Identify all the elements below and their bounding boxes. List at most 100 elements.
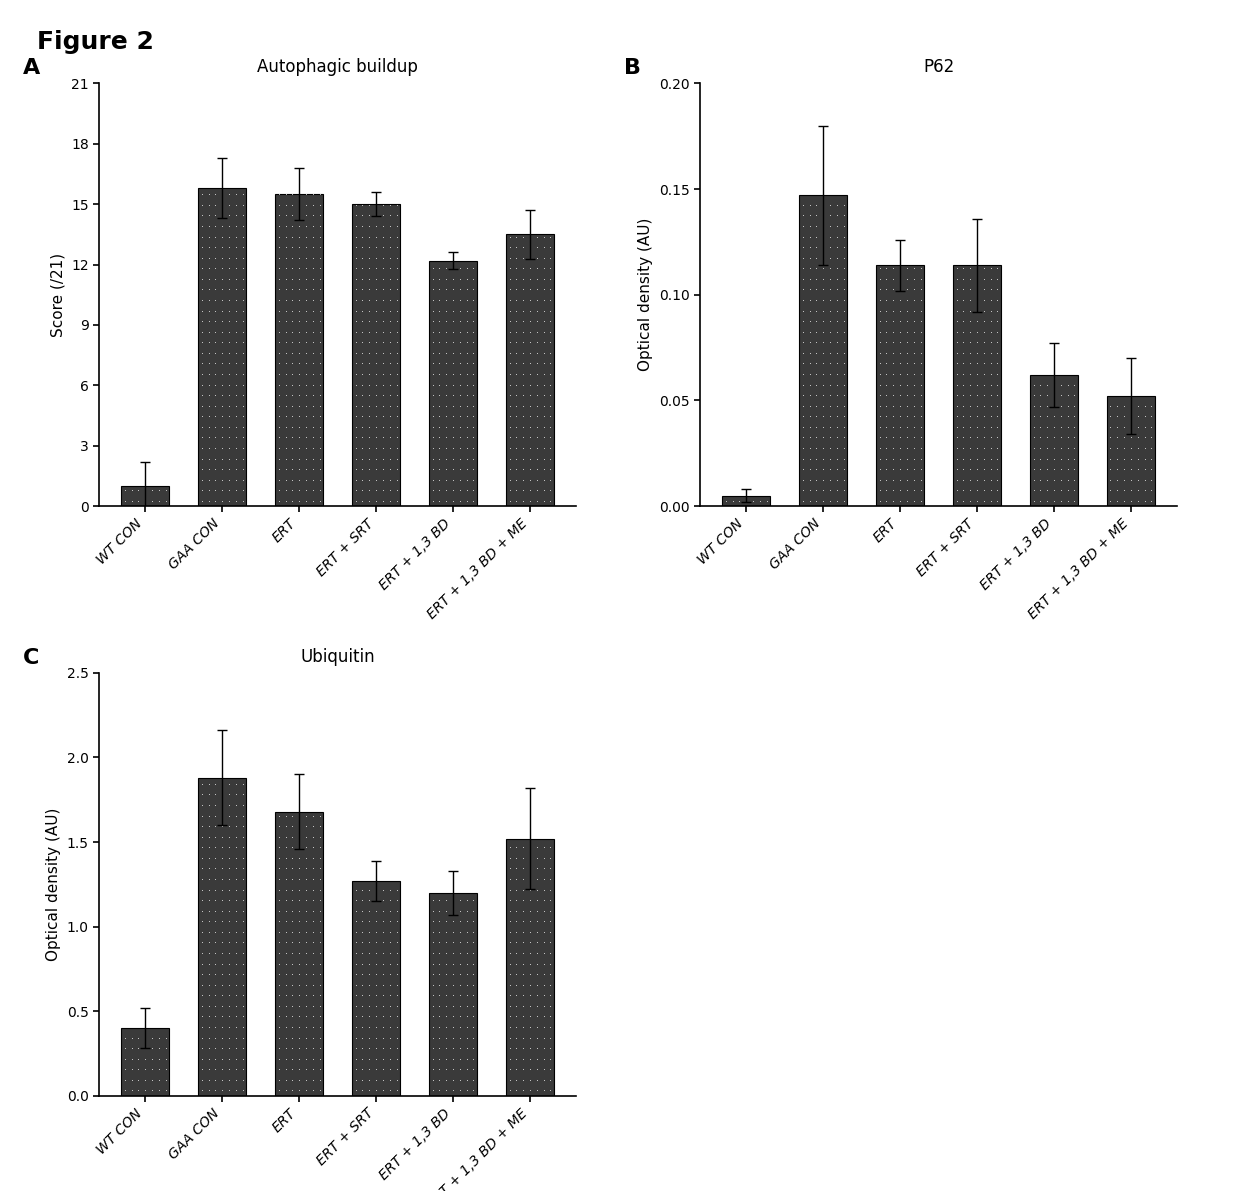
Point	[876, 375, 896, 394]
Point	[367, 922, 387, 941]
Point	[359, 364, 379, 384]
Point	[346, 417, 366, 436]
Point	[463, 1017, 483, 1036]
Point	[282, 1039, 302, 1058]
Point	[897, 332, 917, 351]
Point	[540, 1028, 560, 1047]
Point	[206, 943, 225, 962]
Point	[540, 837, 560, 856]
Point	[219, 912, 239, 931]
Point	[282, 837, 302, 856]
Point	[212, 269, 232, 288]
Point	[520, 375, 540, 394]
Point	[275, 417, 295, 436]
Point	[310, 248, 330, 267]
Point	[463, 280, 483, 299]
Point	[799, 301, 819, 320]
Point	[1114, 428, 1134, 447]
Point	[233, 869, 253, 888]
Point	[359, 407, 379, 426]
Point	[422, 332, 442, 351]
Point	[219, 922, 239, 941]
Point	[534, 248, 554, 267]
Point	[310, 1028, 330, 1047]
Point	[527, 891, 546, 910]
Point	[520, 227, 540, 247]
Point	[430, 364, 450, 384]
Point	[282, 817, 302, 836]
Point	[387, 1017, 406, 1036]
Point	[289, 492, 309, 511]
Point	[540, 301, 560, 320]
Point	[960, 301, 980, 320]
Point	[198, 428, 218, 447]
Point	[296, 291, 316, 310]
Point	[820, 206, 840, 225]
Point	[198, 965, 218, 984]
Point	[870, 280, 890, 299]
Point	[353, 922, 373, 941]
Point	[444, 1039, 463, 1058]
Point	[981, 492, 1001, 511]
Point	[527, 902, 546, 921]
Point	[310, 438, 330, 457]
Point	[282, 912, 302, 931]
Point	[520, 364, 540, 384]
Point	[527, 364, 546, 384]
Point	[463, 407, 483, 426]
Point	[1064, 386, 1084, 405]
Point	[206, 470, 225, 490]
Point	[275, 933, 295, 952]
Point	[225, 397, 245, 416]
Point	[302, 301, 322, 320]
Point	[813, 449, 833, 468]
Point	[346, 986, 366, 1005]
Point	[269, 269, 289, 288]
Point	[192, 880, 212, 899]
Point	[135, 492, 155, 511]
Point	[422, 417, 442, 436]
Point	[513, 1006, 533, 1025]
Point	[206, 954, 225, 973]
Point	[826, 227, 846, 247]
Point	[296, 217, 316, 236]
Point	[527, 397, 546, 416]
Point	[310, 848, 330, 867]
Point	[422, 397, 442, 416]
Point	[974, 386, 994, 405]
Point	[269, 185, 289, 204]
Point	[387, 460, 406, 479]
Point	[275, 1039, 295, 1058]
Point	[198, 997, 218, 1016]
Point	[534, 417, 554, 436]
Point	[903, 470, 923, 490]
Point	[444, 492, 463, 511]
Point	[897, 492, 917, 511]
Point	[115, 1049, 135, 1068]
Point	[722, 492, 742, 511]
Point	[527, 470, 546, 490]
Point	[310, 332, 330, 351]
Point	[960, 397, 980, 416]
Point	[142, 1071, 162, 1090]
Point	[1037, 417, 1057, 436]
Point	[289, 922, 309, 941]
Point	[225, 774, 245, 793]
Point	[436, 943, 456, 962]
Point	[890, 460, 909, 479]
Point	[296, 332, 316, 351]
Point	[289, 902, 309, 921]
Point	[987, 258, 1007, 278]
Point	[507, 481, 527, 500]
Point	[807, 470, 826, 490]
Point	[807, 258, 826, 278]
Point	[513, 417, 533, 436]
Point	[1023, 417, 1043, 436]
Point	[463, 269, 483, 288]
Point	[793, 332, 813, 351]
Point	[380, 965, 400, 984]
Point	[192, 817, 212, 836]
Point	[275, 492, 295, 511]
Point	[540, 428, 560, 447]
Point	[212, 238, 232, 257]
